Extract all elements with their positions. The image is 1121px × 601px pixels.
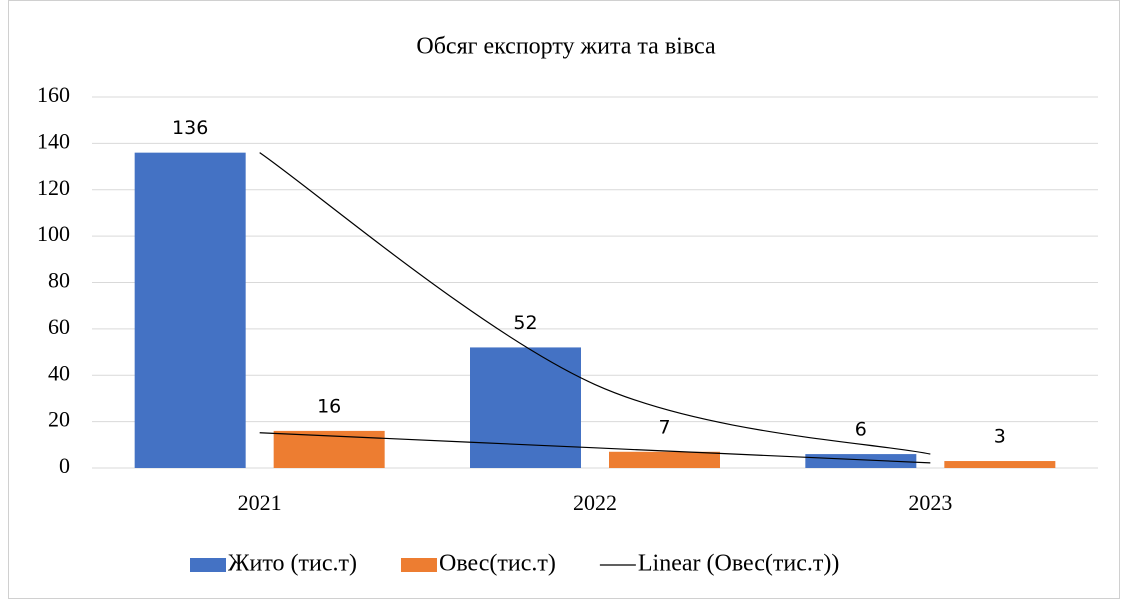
x-tick-label: 2022 — [573, 490, 617, 515]
legend-swatch — [190, 558, 226, 572]
data-label: 16 — [317, 395, 341, 417]
trend-line — [259, 432, 931, 464]
y-tick-label: 60 — [48, 314, 70, 339]
bar — [944, 461, 1056, 468]
data-label: 52 — [513, 312, 537, 334]
x-tick-label: 2023 — [908, 490, 952, 515]
y-tick-label: 120 — [37, 175, 70, 200]
data-label: 3 — [994, 426, 1006, 448]
legend-label: Жито (тис.т) — [228, 551, 357, 577]
bar — [805, 454, 917, 468]
y-tick-label: 80 — [48, 268, 70, 293]
legend-swatch — [400, 558, 437, 572]
chart-title: Обсяг експорту жита та вівса — [416, 34, 716, 60]
y-tick-label: 160 — [37, 82, 70, 107]
y-tick-label: 20 — [48, 407, 70, 432]
data-label: 136 — [172, 117, 208, 139]
trend-line — [259, 152, 931, 455]
data-label: 7 — [658, 416, 670, 438]
y-tick-label: 40 — [48, 360, 70, 385]
bar — [609, 451, 720, 468]
legend-label: Linear (Овес(тис.т)) — [638, 551, 840, 577]
data-label: 6 — [855, 419, 867, 441]
x-tick-label: 2021 — [238, 490, 282, 515]
bar — [470, 347, 581, 468]
y-tick-label: 100 — [37, 221, 70, 246]
y-tick-label: 140 — [37, 128, 70, 153]
legend-label: Овес(тис.т) — [439, 551, 556, 577]
bar — [134, 152, 246, 468]
y-tick-label: 0 — [59, 453, 70, 478]
